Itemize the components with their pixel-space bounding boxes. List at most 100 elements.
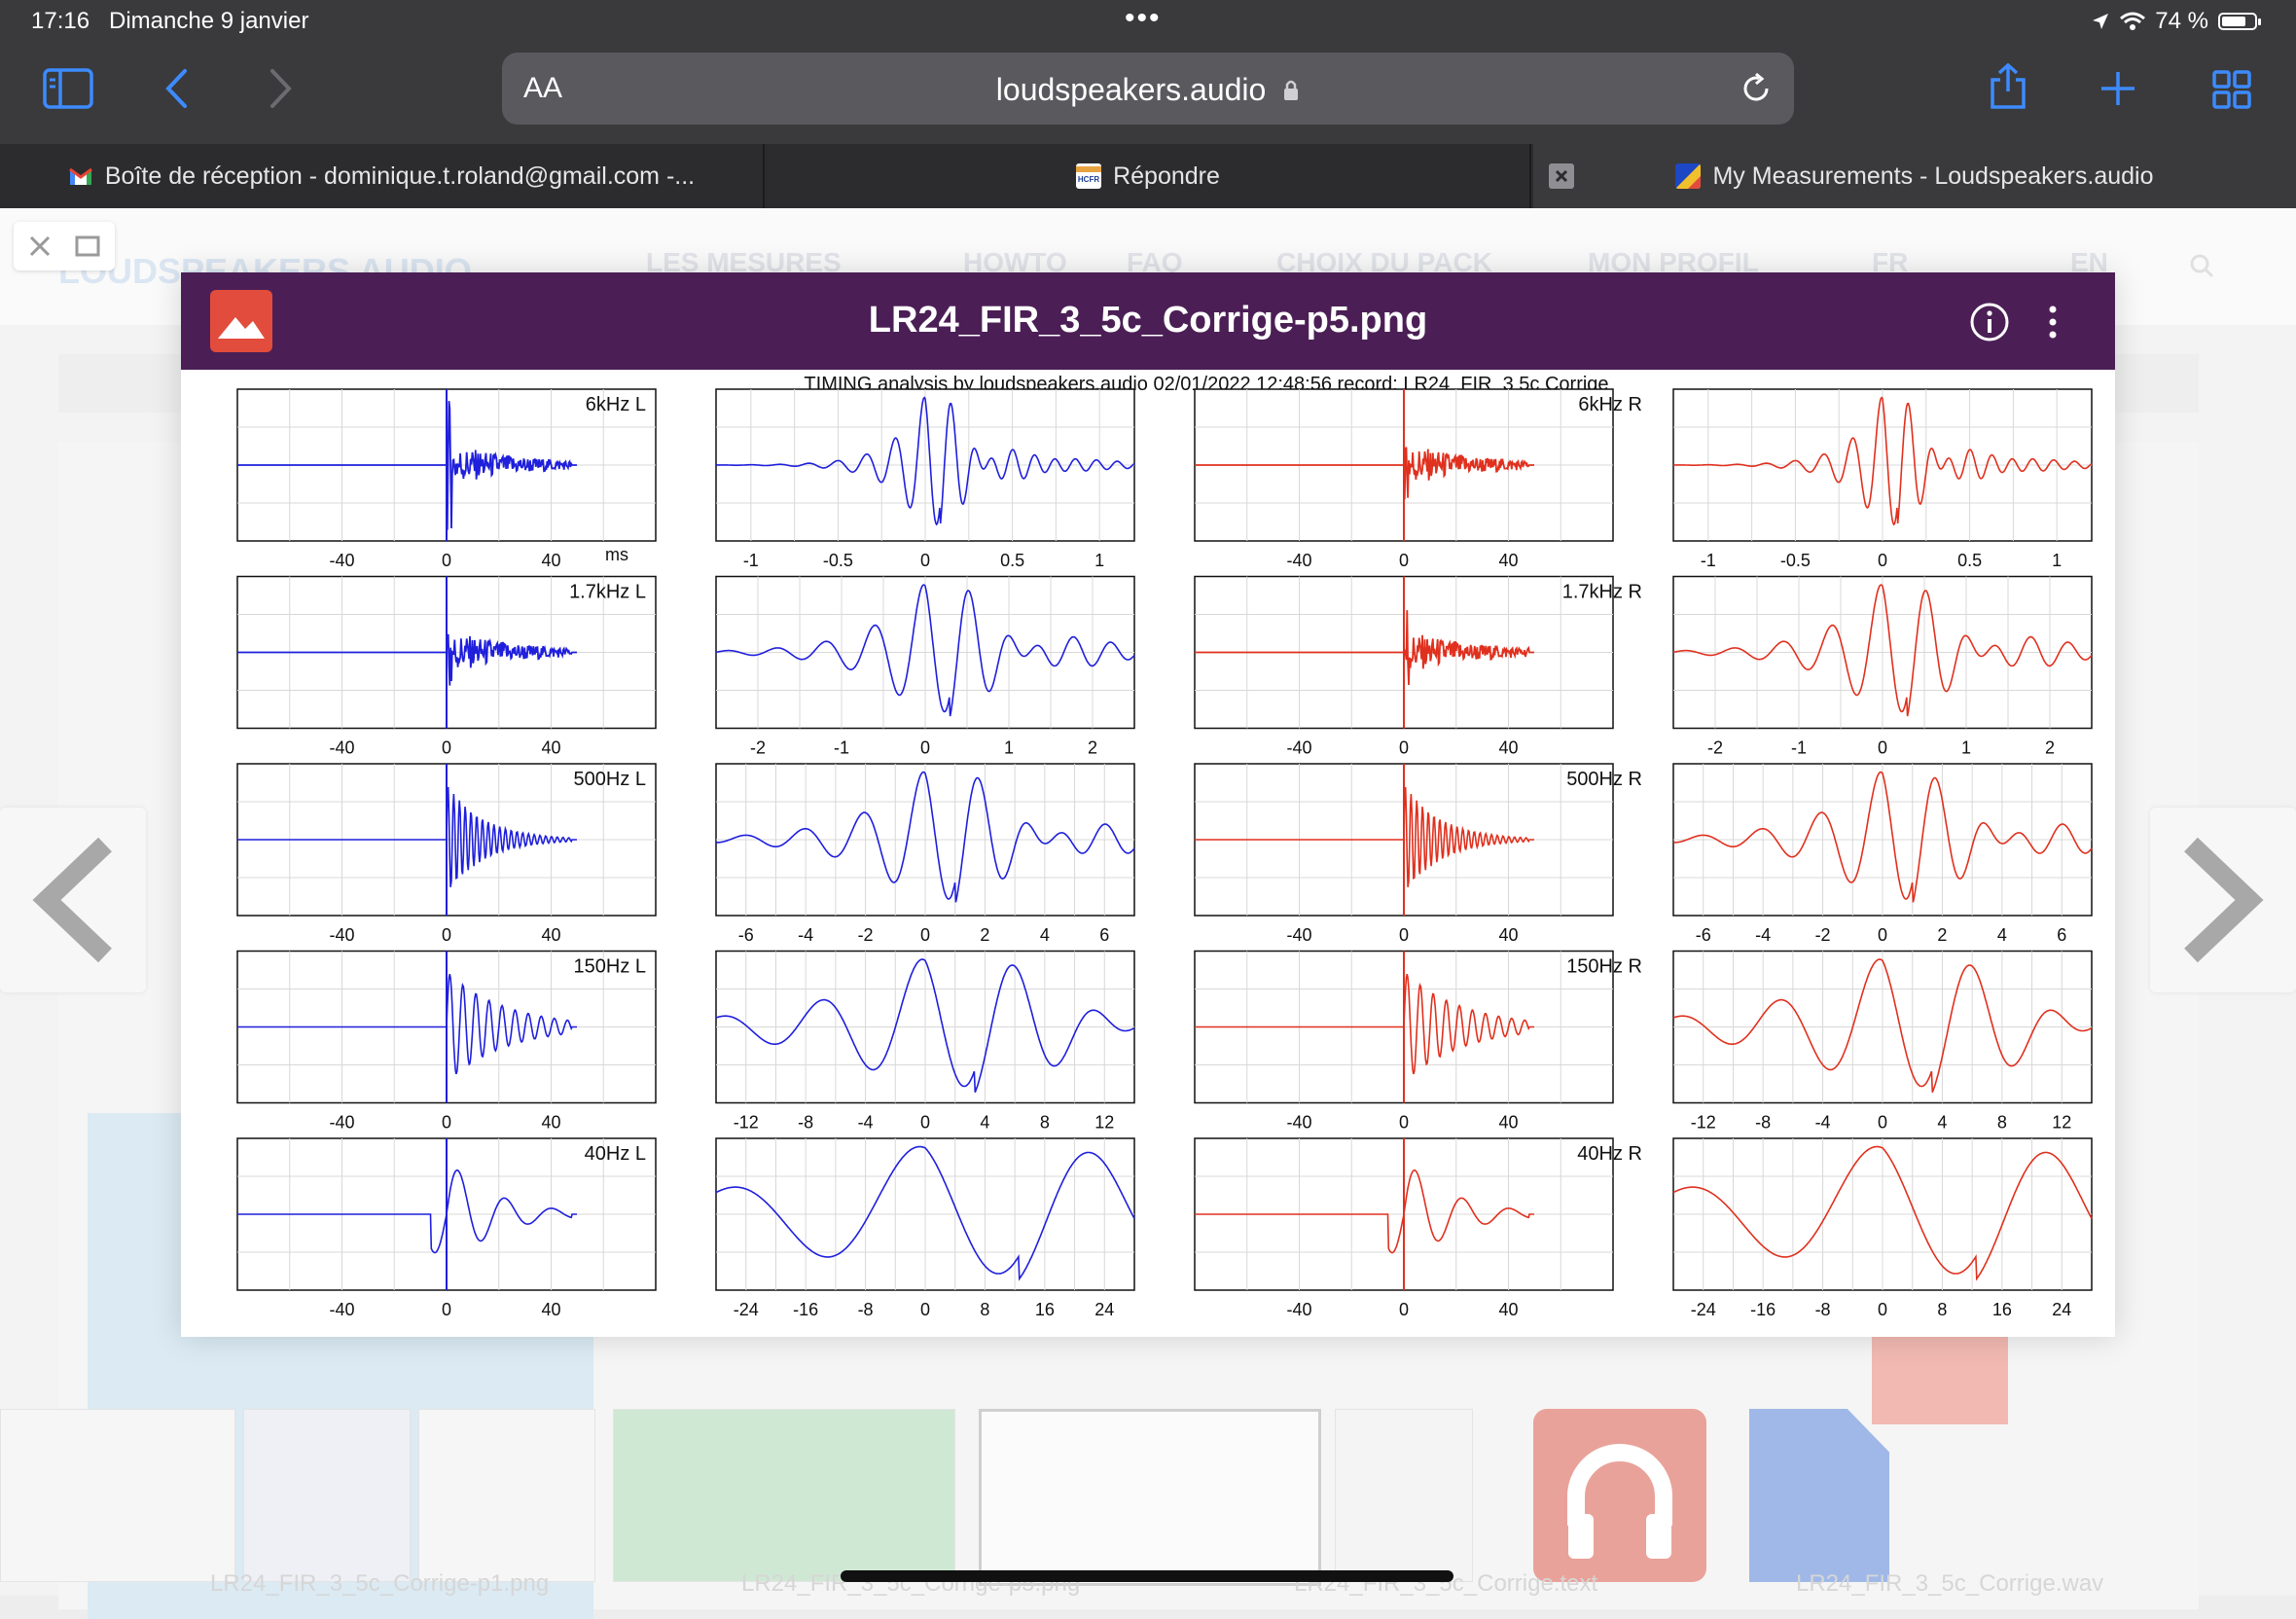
waveform-panel (1672, 388, 2093, 542)
thumbnail[interactable] (418, 1409, 595, 1582)
search-icon[interactable] (2189, 253, 2214, 278)
axis-tick-label: -2 (858, 925, 874, 945)
series-label: 500Hz L (574, 769, 647, 790)
axis-tick-label: 0 (1399, 551, 1409, 570)
waveform-trace (716, 771, 1135, 903)
axis-tick-label: 1 (2052, 551, 2062, 570)
axis-tick-label: 6 (1099, 925, 1109, 945)
waveform-trace (237, 633, 577, 686)
axis-tick-label: -8 (858, 1300, 874, 1319)
axis-tick-label: 40 (541, 925, 560, 945)
viewer-window-controls[interactable] (14, 222, 115, 270)
waveform-panel (1194, 1137, 1614, 1291)
axis-tick-label: 0 (1399, 925, 1409, 945)
waveform-panel (1194, 950, 1614, 1104)
axis-tick-label: -1 (1701, 551, 1716, 570)
nav-faq[interactable]: FAQ (1127, 247, 1183, 277)
multitasking-dots-icon[interactable]: ••• (1125, 2, 1162, 34)
waveform-panel (236, 388, 657, 542)
thumbnail-strip: LR24_FIR_3_5c_Corrige-p1.png LR24_FIR_3_… (0, 1409, 2296, 1597)
status-time: 17:16 (31, 8, 90, 34)
axis-tick-label: -1 (834, 738, 849, 758)
thumbnail-current[interactable] (979, 1409, 1321, 1586)
axis-tick-label: -40 (329, 738, 354, 758)
axis-tick-label: 40 (1498, 1113, 1518, 1133)
axis-tick-label: 16 (1992, 1300, 2012, 1319)
tab-bar: Boîte de réception - dominique.t.roland@… (0, 144, 2296, 208)
close-icon[interactable] (27, 234, 53, 259)
axis-tick-label: 0 (1878, 1300, 1887, 1319)
thumb-caption: LR24_FIR_3_5c_Corrige.wav (1796, 1570, 2104, 1597)
nav-profil[interactable]: MON PROFIL (1588, 247, 1759, 277)
nav-fr[interactable]: FR (1872, 247, 1909, 277)
axis-tick-label: 0 (920, 551, 930, 570)
axis-tick-label: 0 (1878, 925, 1887, 945)
axis-tick-label: 6 (2057, 925, 2066, 945)
reload-icon[interactable] (1740, 72, 1773, 105)
nav-mesures[interactable]: LES MESURES (646, 247, 842, 277)
share-icon[interactable] (1989, 62, 2027, 111)
waveform-panel (236, 1137, 657, 1291)
series-label: 40Hz L (585, 1143, 646, 1165)
axis-tick-label: 40 (1498, 1300, 1518, 1319)
waveform-panel (1672, 763, 2093, 917)
waveform-panel (1672, 575, 2093, 730)
minimize-icon[interactable] (74, 234, 101, 259)
axis-tick-label: 0 (1878, 738, 1887, 758)
hcfr-icon: HCFR (1076, 163, 1102, 189)
new-tab-icon[interactable] (2099, 70, 2136, 107)
next-image-button[interactable] (2150, 808, 2296, 992)
document-file-thumbnail[interactable] (1749, 1409, 1889, 1582)
waveform-panel (715, 950, 1135, 1104)
axis-tick-label: -24 (1691, 1300, 1716, 1319)
thumbnail[interactable] (613, 1409, 955, 1582)
axis-tick-label: 8 (980, 1300, 989, 1319)
info-icon[interactable] (1969, 302, 2010, 342)
tab-overview-icon[interactable] (2212, 70, 2251, 109)
axis-tick-label: -2 (1707, 738, 1723, 758)
waveform-trace (237, 974, 577, 1075)
axis-tick-label: -16 (793, 1300, 818, 1319)
back-icon[interactable] (163, 68, 189, 109)
axis-tick-label: 0 (920, 1113, 930, 1133)
unit-label: ms (605, 545, 628, 564)
nav-en[interactable]: EN (2070, 247, 2108, 277)
axis-tick-label: 24 (1094, 1300, 1114, 1319)
home-indicator[interactable] (841, 1570, 1453, 1582)
audio-file-thumbnail[interactable] (1533, 1409, 1706, 1582)
battery-percent: 74 % (2155, 8, 2208, 34)
waveform-trace (715, 396, 1135, 526)
axis-tick-label: 0 (442, 551, 451, 570)
thumbnail[interactable] (243, 1409, 411, 1582)
waveform-panel (236, 763, 657, 917)
close-tab-icon[interactable] (1549, 163, 1574, 189)
nav-pack[interactable]: CHOIX DU PACK (1276, 247, 1492, 277)
chevron-right-icon (2184, 837, 2264, 963)
nav-howto[interactable]: HOWTO (963, 247, 1067, 277)
sidebar-icon[interactable] (43, 68, 93, 109)
previous-image-button[interactable] (0, 808, 146, 992)
axis-tick-label: 8 (1997, 1113, 2007, 1133)
axis-tick-label: -1 (1791, 738, 1807, 758)
axis-tick-label: -40 (1286, 925, 1311, 945)
forward-icon[interactable] (269, 68, 294, 109)
reader-aa-button[interactable]: AA (523, 72, 563, 104)
axis-tick-label: 0.5 (1957, 551, 1982, 570)
waveform-trace (715, 958, 1135, 1093)
waveform-panel (715, 763, 1135, 917)
tab-gmail[interactable]: Boîte de réception - dominique.t.roland@… (0, 144, 765, 208)
axis-tick-label: 4 (980, 1113, 989, 1133)
thumbnail[interactable] (1335, 1409, 1473, 1582)
more-options-icon[interactable] (2047, 302, 2059, 342)
axis-tick-label: -4 (858, 1113, 874, 1133)
axis-tick-label: 2 (980, 925, 989, 945)
address-bar[interactable]: AA loudspeakers.audio (502, 53, 1794, 125)
axis-tick-label: -1 (743, 551, 759, 570)
waveform-trace (1672, 958, 2093, 1093)
waveform-panel (236, 575, 657, 730)
tab-my-measurements[interactable]: My Measurements - Loudspeakers.audio (1533, 144, 2296, 208)
axis-tick-label: -0.5 (1780, 551, 1811, 570)
tab-repondre[interactable]: HCFR Répondre (767, 144, 1531, 208)
thumbnail[interactable] (0, 1409, 235, 1582)
axis-tick-label: 1 (1004, 738, 1014, 758)
